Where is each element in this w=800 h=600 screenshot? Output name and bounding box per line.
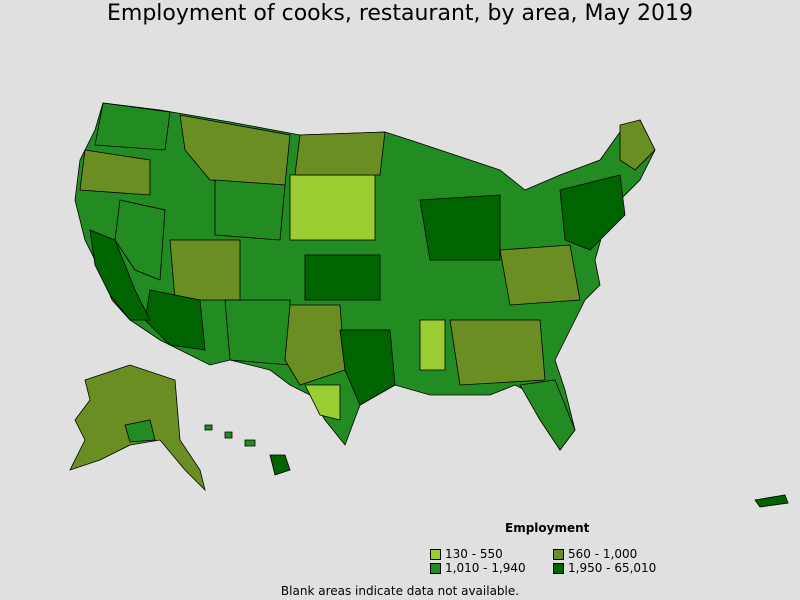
legend-label: 560 - 1,000 [568,547,638,561]
legend-title: Employment [505,521,590,535]
region-east-texas [339,329,396,406]
region-northeast [559,174,626,251]
footnote: Blank areas indicate data not available. [280,584,520,598]
region-wyoming [214,179,286,241]
region-west-texas [284,304,346,386]
legend-item-560-1000: 560 - 1,000 [553,547,637,561]
legend-swatch [553,548,564,560]
region-nevada [114,199,166,281]
region-south-texas [304,384,341,421]
hawaii-islands [204,424,256,447]
region-florida [519,379,576,451]
region-dakotas [289,174,376,241]
region-oregon [79,149,151,196]
hawaii-big-island [269,454,291,476]
legend-swatch [430,562,441,574]
region-appalachia [499,244,581,306]
region-mississippi [419,319,446,371]
legend-item-130-550: 130 - 550 [430,547,503,561]
region-midwest [419,194,501,261]
map-title: Employment of cooks, restaurant, by area… [107,1,693,26]
legend-swatch [553,562,564,574]
region-maine [619,119,656,171]
region-new-mexico [224,299,291,366]
legend-swatch [430,548,441,560]
region-arizona [144,289,206,351]
alaska-anchorage [124,419,156,443]
puerto-rico [754,494,789,508]
region-north-dakota-east [294,131,386,176]
legend-item-1010-1940: 1,010 - 1,940 [430,561,526,575]
region-kansas [304,254,381,301]
legend-label: 130 - 550 [445,547,503,561]
region-southeast [449,319,546,386]
legend-item-1950-65010: 1,950 - 65,010 [553,561,656,575]
region-utah-colorado [169,239,241,301]
legend-label: 1,010 - 1,940 [445,561,526,575]
region-california [89,229,151,321]
region-washington [94,102,171,151]
legend-label: 1,950 - 65,010 [568,561,657,575]
